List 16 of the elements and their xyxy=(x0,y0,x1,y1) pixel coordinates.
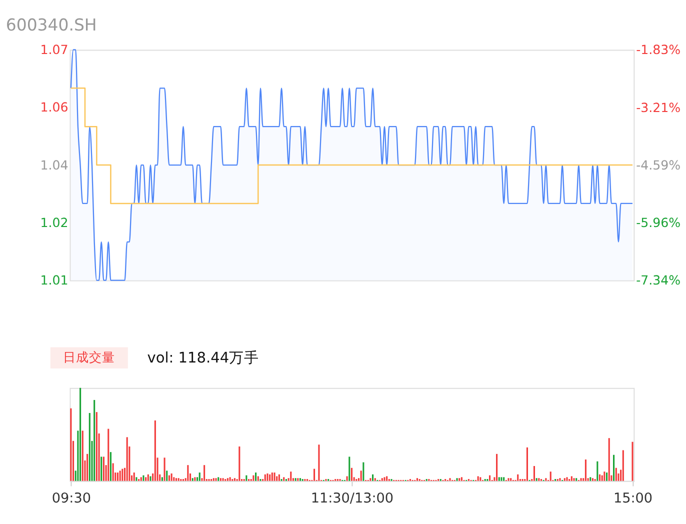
chart-title: 600340.SH xyxy=(6,15,97,34)
chart-subtitle: vol: 118.44万手 xyxy=(147,350,260,367)
x-tick-label: 09:30 xyxy=(52,490,91,507)
y2-tick-label: -4.59% xyxy=(636,158,681,173)
chart-title: 日成交量 xyxy=(63,350,116,365)
y-tick-label: 1.02 xyxy=(40,215,68,230)
y-tick-label: 1.01 xyxy=(40,272,68,288)
y2-tick-label: -7.34% xyxy=(636,272,681,288)
y-tick-label: 1.04 xyxy=(40,157,68,172)
y-tick-label: 1.06 xyxy=(40,100,68,115)
y2-tick-label: -3.21% xyxy=(636,100,681,115)
y2-tick-label: -5.96% xyxy=(636,214,681,230)
y-tick-label: 1.07 xyxy=(40,42,68,58)
x-tick-label: 11:30/13:00 xyxy=(310,490,394,507)
x-tick-label: 15:00 xyxy=(613,490,653,507)
y2-tick-label: -1.83% xyxy=(636,42,681,58)
